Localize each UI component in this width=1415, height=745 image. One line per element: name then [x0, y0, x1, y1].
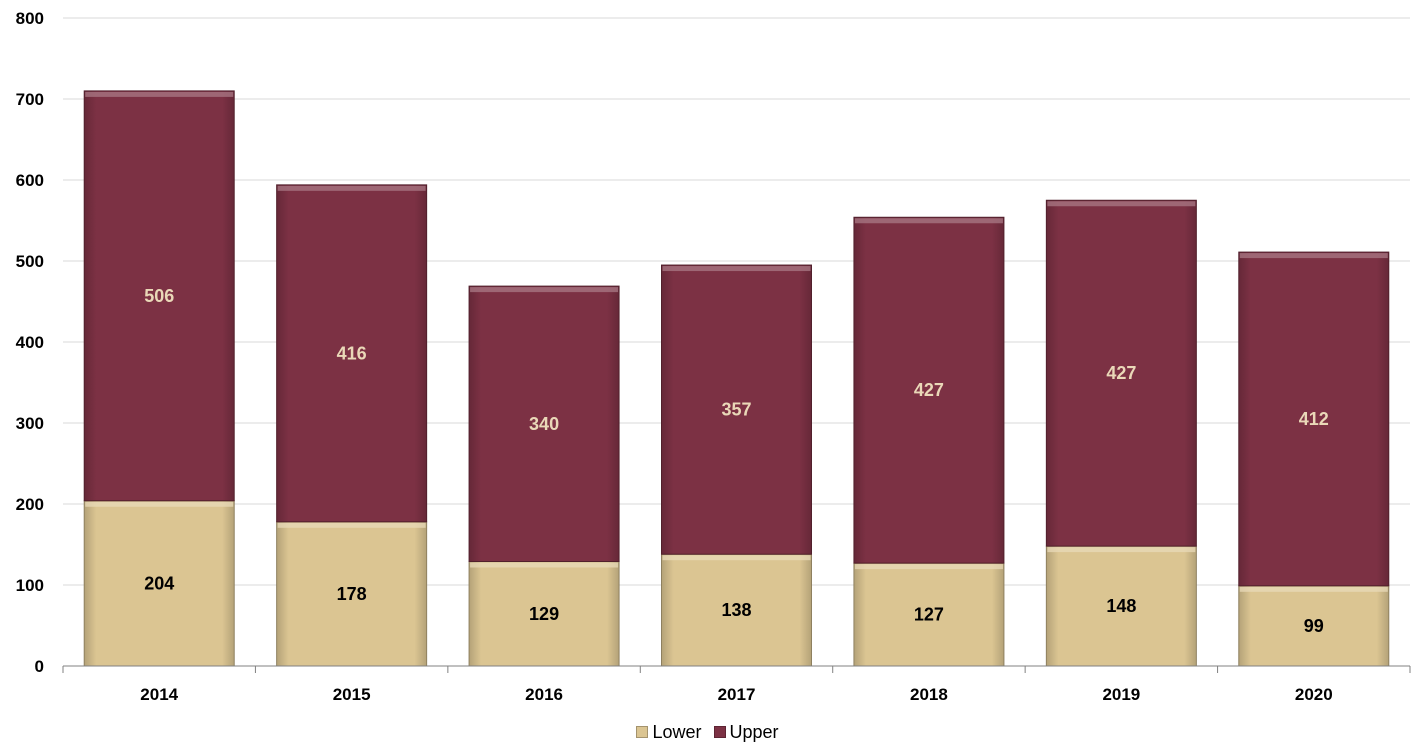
bar-upper-2015	[276, 184, 428, 523]
bar-highlight-upper-2018	[854, 218, 1003, 224]
y-tick-label-100: 100	[16, 576, 44, 595]
bar-upper-2016	[468, 285, 620, 563]
legend-swatch-upper	[713, 726, 726, 738]
bar-lower-2014	[83, 500, 235, 667]
data-label-lower-2016: 129	[529, 604, 559, 624]
data-label-lower-2018: 127	[914, 605, 944, 625]
data-label-upper-2014: 506	[144, 286, 174, 306]
y-tick-label-0: 0	[35, 657, 44, 676]
bar-upper-2018	[853, 216, 1005, 564]
bar-highlight-lower-2018	[854, 564, 1003, 570]
bar-highlight-upper-2015	[277, 185, 426, 191]
y-tick-label-800: 800	[16, 9, 44, 28]
x-tick-label-2020: 2020	[1295, 685, 1333, 704]
bar-lower-2019	[1045, 545, 1197, 667]
data-label-lower-2020: 99	[1304, 616, 1324, 636]
data-label-upper-2015: 416	[337, 343, 367, 363]
y-tick-label-600: 600	[16, 171, 44, 190]
bar-upper-2014	[83, 90, 235, 502]
bar-highlight-upper-2016	[470, 287, 619, 293]
bar-highlight-upper-2019	[1047, 201, 1196, 207]
x-tick-label-2014: 2014	[140, 685, 178, 704]
x-tick-label-2015: 2015	[333, 685, 371, 704]
y-tick-label-400: 400	[16, 333, 44, 352]
bar-highlight-lower-2020	[1239, 586, 1388, 592]
data-label-upper-2020: 412	[1299, 409, 1329, 429]
y-tick-label-700: 700	[16, 90, 44, 109]
data-label-upper-2018: 427	[914, 380, 944, 400]
stacked-bar-chart: 0 100 200 300 400 500 600 700 800 204 506 178 416 129…	[16, 9, 1411, 704]
data-label-lower-2017: 138	[721, 600, 751, 620]
bar-lower-2016	[468, 561, 620, 667]
bar-highlight-lower-2019	[1047, 547, 1196, 553]
x-tick-label-2017: 2017	[718, 685, 756, 704]
x-tick-label-2018: 2018	[910, 685, 948, 704]
legend-label-lower: Lower	[652, 721, 702, 742]
bar-highlight-lower-2016	[470, 562, 619, 568]
bar-highlight-upper-2020	[1239, 253, 1388, 259]
bar-upper-2019	[1045, 199, 1197, 547]
y-tick-label-300: 300	[16, 414, 44, 433]
y-tick-label-200: 200	[16, 495, 44, 514]
data-label-upper-2019: 427	[1106, 363, 1136, 383]
data-label-lower-2019: 148	[1106, 596, 1136, 616]
bar-lower-2020	[1238, 585, 1390, 667]
data-label-lower-2014: 204	[144, 573, 174, 593]
data-label-upper-2016: 340	[529, 414, 559, 434]
bar-lower-2015	[276, 521, 428, 667]
data-label-upper-2017: 357	[721, 400, 751, 420]
bar-highlight-upper-2017	[662, 266, 811, 272]
legend-item-lower: Lower	[636, 721, 702, 743]
legend: Lower Upper	[0, 720, 1415, 744]
y-tick-label-500: 500	[16, 252, 44, 271]
data-label-lower-2015: 178	[337, 584, 367, 604]
legend-item-upper: Upper	[713, 721, 779, 743]
legend-swatch-lower	[636, 726, 649, 738]
bar-upper-2017	[661, 264, 812, 555]
x-tick-label-2016: 2016	[525, 685, 563, 704]
bar-upper-2020	[1238, 251, 1390, 587]
bar-highlight-lower-2014	[85, 501, 234, 507]
bar-highlight-lower-2015	[277, 522, 426, 528]
legend-label-upper: Upper	[729, 721, 779, 742]
x-tick-label-2019: 2019	[1102, 685, 1140, 704]
bar-highlight-upper-2014	[85, 91, 234, 97]
bar-highlight-lower-2017	[662, 555, 811, 561]
